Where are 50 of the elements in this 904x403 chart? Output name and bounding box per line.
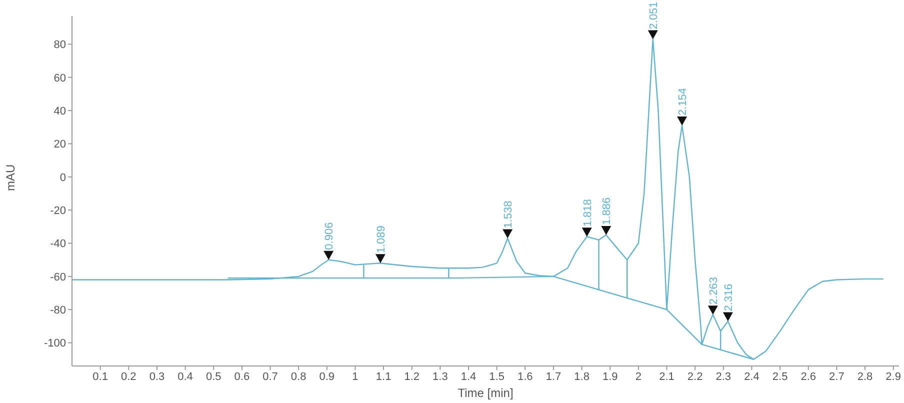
x-tick-label: 0.8: [290, 370, 306, 383]
y-tick-label: 0: [60, 172, 66, 184]
x-tick-label: 1.6: [518, 370, 533, 383]
x-tick-label: 0.5: [206, 370, 222, 383]
annotation: 2.263: [708, 277, 720, 305]
y-tick-label: 60: [54, 72, 66, 84]
x-tick-label: 1: [352, 370, 358, 383]
annotation: 2.051: [648, 2, 660, 30]
x-tick-label: 0.6: [234, 370, 250, 383]
x-tick-label: 1.1: [376, 370, 392, 383]
x-tick-label: 2.2: [687, 370, 703, 383]
x-tick-label: 1.7: [546, 370, 562, 383]
x-tick-label: 0.2: [120, 370, 136, 383]
x-tick-label: 1.9: [602, 370, 618, 383]
annotation: 1.089: [375, 226, 388, 254]
y-tick-label: 40: [54, 105, 66, 118]
y-tick-label: -80: [50, 304, 66, 317]
y-tick-label: 20: [54, 138, 66, 151]
y-tick-label: -100: [44, 338, 66, 350]
x-tick-label: 2: [635, 370, 642, 383]
x-tick-label: 2.8: [857, 370, 873, 383]
x-tick-label: 0.7: [262, 370, 278, 383]
y-tick-label: -60: [50, 271, 66, 284]
annotation: 1.538: [502, 200, 515, 228]
x-tick-label: 1.4: [460, 370, 476, 383]
annotation: 0.906: [324, 222, 336, 250]
x-tick-label: 2.7: [829, 370, 844, 383]
x-tick-label: 1.8: [574, 370, 590, 383]
annotation: 2.316: [722, 284, 735, 312]
x-tick-label: 2.1: [659, 370, 674, 383]
x-tick-label: 0.9: [319, 370, 335, 383]
annotation: 1.886: [601, 197, 614, 225]
y-tick-label: -20: [50, 204, 66, 217]
annotation: 2.154: [677, 88, 690, 116]
x-tick-label: 1.3: [432, 370, 448, 383]
x-tick-label: 2.9: [886, 370, 901, 383]
x-tick-label: 2.4: [744, 370, 760, 383]
x-tick-label: 1.5: [489, 370, 504, 383]
x-tick-label: 2.3: [716, 370, 732, 383]
x-tick-label: 2.6: [800, 370, 816, 383]
y-tick-label: -40: [50, 238, 66, 250]
x-tick-label: 0.1: [92, 370, 108, 383]
x-tick-label: 1.2: [404, 370, 420, 383]
x-tick-label: 0.4: [178, 370, 193, 383]
y-axis-title: mAU: [3, 164, 18, 191]
annotation: 1.818: [582, 199, 594, 227]
x-tick-label: 2.5: [772, 370, 788, 383]
x-tick-label: 0.3: [149, 370, 165, 383]
x-axis-title: Time [min]: [458, 386, 514, 400]
y-tick-label: 80: [54, 39, 66, 52]
